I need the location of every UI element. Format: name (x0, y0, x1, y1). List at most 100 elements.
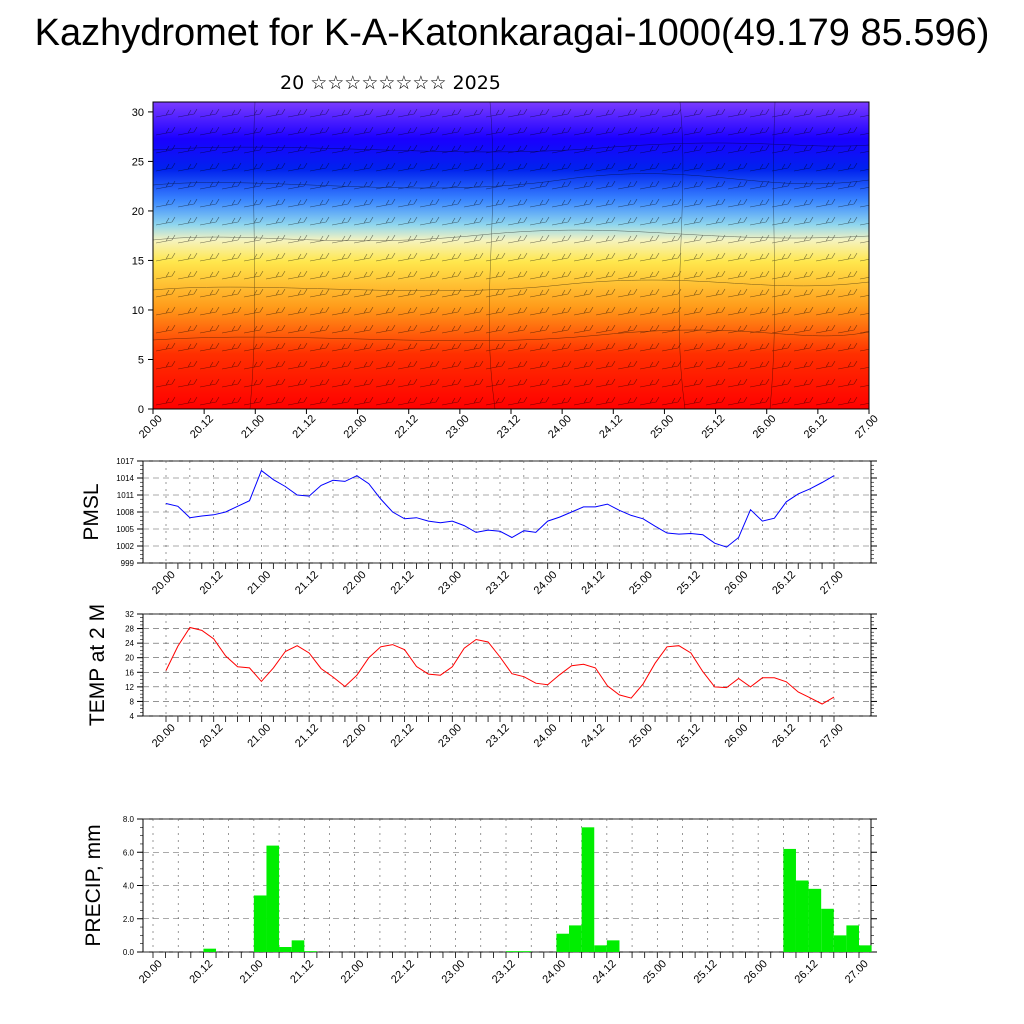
series-line (165, 469, 835, 548)
x-tick-label: 25.12 (675, 722, 703, 750)
x-tick-label: 26.00 (722, 722, 750, 750)
y-tick-label: 20 (132, 206, 144, 218)
precip-bar (556, 933, 570, 952)
x-tick-label: 27.00 (818, 722, 846, 750)
x-tick-label: 21.00 (238, 958, 266, 986)
x-tick-label: 21.00 (239, 413, 267, 441)
x-tick-label: 23.00 (436, 569, 464, 597)
x-tick-label: 20.12 (198, 722, 226, 750)
x-tick-label: 23.12 (495, 413, 523, 441)
x-tick-label: 21.00 (245, 722, 273, 750)
precip-bar (581, 827, 595, 952)
precip-bar (821, 908, 834, 952)
y-tick-label: 0.0 (123, 948, 135, 957)
precipitation-panel: 0.0 2.0 4.0 6.0 8.0 20.00 20.12 21.00 21.12 22.00… (82, 815, 877, 986)
x-tick-label: 26.12 (770, 722, 798, 750)
y-tick-label: 16 (125, 668, 134, 677)
x-tick-label: 25.12 (692, 958, 720, 986)
x-tick-label: 25.00 (627, 722, 655, 750)
x-tick-label: 26.12 (802, 413, 830, 441)
precip-bar (795, 880, 809, 952)
x-tick-label: 20.00 (137, 958, 165, 986)
x-tick-label: 22.00 (341, 722, 369, 750)
precip-bar (808, 888, 822, 952)
x-tick-label: 20.12 (187, 958, 215, 986)
y-tick-label: 8.0 (123, 815, 135, 824)
x-tick-label: 27.00 (818, 569, 846, 597)
y-tick-label: 25 (132, 156, 144, 168)
panel-frame (142, 613, 872, 717)
x-tick-label: 22.12 (388, 569, 416, 597)
x-tick-label: 25.00 (641, 958, 669, 986)
x-tick-label: 21.12 (293, 569, 321, 597)
x-tick-label: 20.00 (137, 413, 165, 441)
x-tick-label: 20.12 (188, 413, 216, 441)
x-tick-label: 25.12 (675, 569, 703, 597)
x-tick-label: 22.12 (393, 413, 421, 441)
x-tick-label: 23.12 (484, 569, 512, 597)
x-tick-label: 24.12 (579, 722, 607, 750)
y-tick-label: 1002 (116, 542, 134, 551)
contour-lines (153, 102, 869, 409)
precip-bar (569, 925, 582, 952)
x-tick-label: 26.00 (742, 958, 770, 986)
x-tick-label: 25.12 (699, 413, 727, 441)
precip-bar (253, 895, 267, 952)
y-tick-label: 32 (125, 610, 134, 619)
precip-bar (304, 951, 317, 952)
x-tick-label: 26.00 (751, 413, 779, 441)
y-axis-label: PRECIP, mm (82, 824, 105, 946)
x-tick-label: 22.00 (339, 958, 367, 986)
x-tick-label: 23.00 (444, 413, 472, 441)
y-tick-label: 1005 (116, 525, 134, 534)
x-tick-label: 22.00 (341, 413, 369, 441)
x-tick-label: 24.12 (579, 569, 607, 597)
precip-bar (846, 925, 859, 952)
x-tick-label: 24.12 (597, 413, 625, 441)
x-tick-label: 21.12 (290, 413, 318, 441)
precip-bar (783, 848, 796, 952)
x-tick-label: 22.12 (388, 722, 416, 750)
precip-bar (594, 945, 607, 952)
x-tick-label: 24.00 (532, 569, 560, 597)
x-tick-label: 21.00 (245, 569, 273, 597)
x-tick-label: 20.12 (198, 569, 226, 597)
x-tick-label: 26.12 (792, 958, 820, 986)
cross-section-panel: 0 5 10 15 20 25 30 20.00 20.12 21.00 21.12 22.00 22.… (132, 101, 881, 441)
x-tick-label: 24.00 (546, 413, 574, 441)
y-tick-label: 2.0 (123, 915, 135, 924)
temperature-panel: 4 8 12 16 20 24 28 32 20.00 20.12 21.00 21.12 22.00 2… (86, 604, 877, 750)
x-tick-label: 26.12 (770, 569, 798, 597)
pmsl-panel: 999 1002 1005 1008 1011 1014 1017 20.00 20.12 21.… (80, 457, 877, 597)
y-tick-label: 999 (121, 559, 135, 568)
y-axis-label: TEMP at 2 M (86, 604, 109, 726)
x-tick-label: 24.12 (591, 958, 619, 986)
x-tick-label: 20.00 (150, 569, 178, 597)
wind-barb-overlay (153, 102, 869, 409)
y-tick-label: 20 (125, 654, 134, 663)
y-tick-label: 28 (125, 625, 134, 634)
y-tick-label: 4 (130, 712, 135, 721)
y-tick-label: 1008 (116, 508, 134, 517)
y-tick-label: 8 (130, 697, 135, 706)
x-tick-label: 27.00 (843, 958, 871, 986)
y-tick-label: 5 (138, 354, 144, 366)
x-tick-label: 26.00 (722, 569, 750, 597)
precip-bar (279, 947, 292, 952)
y-tick-label: 0 (138, 404, 144, 416)
y-tick-label: 1011 (117, 491, 135, 500)
precip-bar (291, 940, 305, 952)
y-tick-label: 12 (125, 683, 134, 692)
y-tick-label: 15 (132, 255, 144, 267)
x-tick-label: 23.12 (490, 958, 518, 986)
x-tick-label: 25.00 (627, 569, 655, 597)
y-tick-label: 30 (132, 107, 144, 119)
y-tick-label: 6.0 (123, 848, 135, 857)
x-tick-label: 20.00 (150, 722, 178, 750)
x-tick-label: 21.12 (293, 722, 321, 750)
x-tick-label: 21.12 (288, 958, 316, 986)
y-tick-label: 4.0 (123, 882, 135, 891)
y-tick-label: 24 (125, 639, 134, 648)
series-line (165, 626, 835, 705)
precip-bar (266, 845, 280, 952)
